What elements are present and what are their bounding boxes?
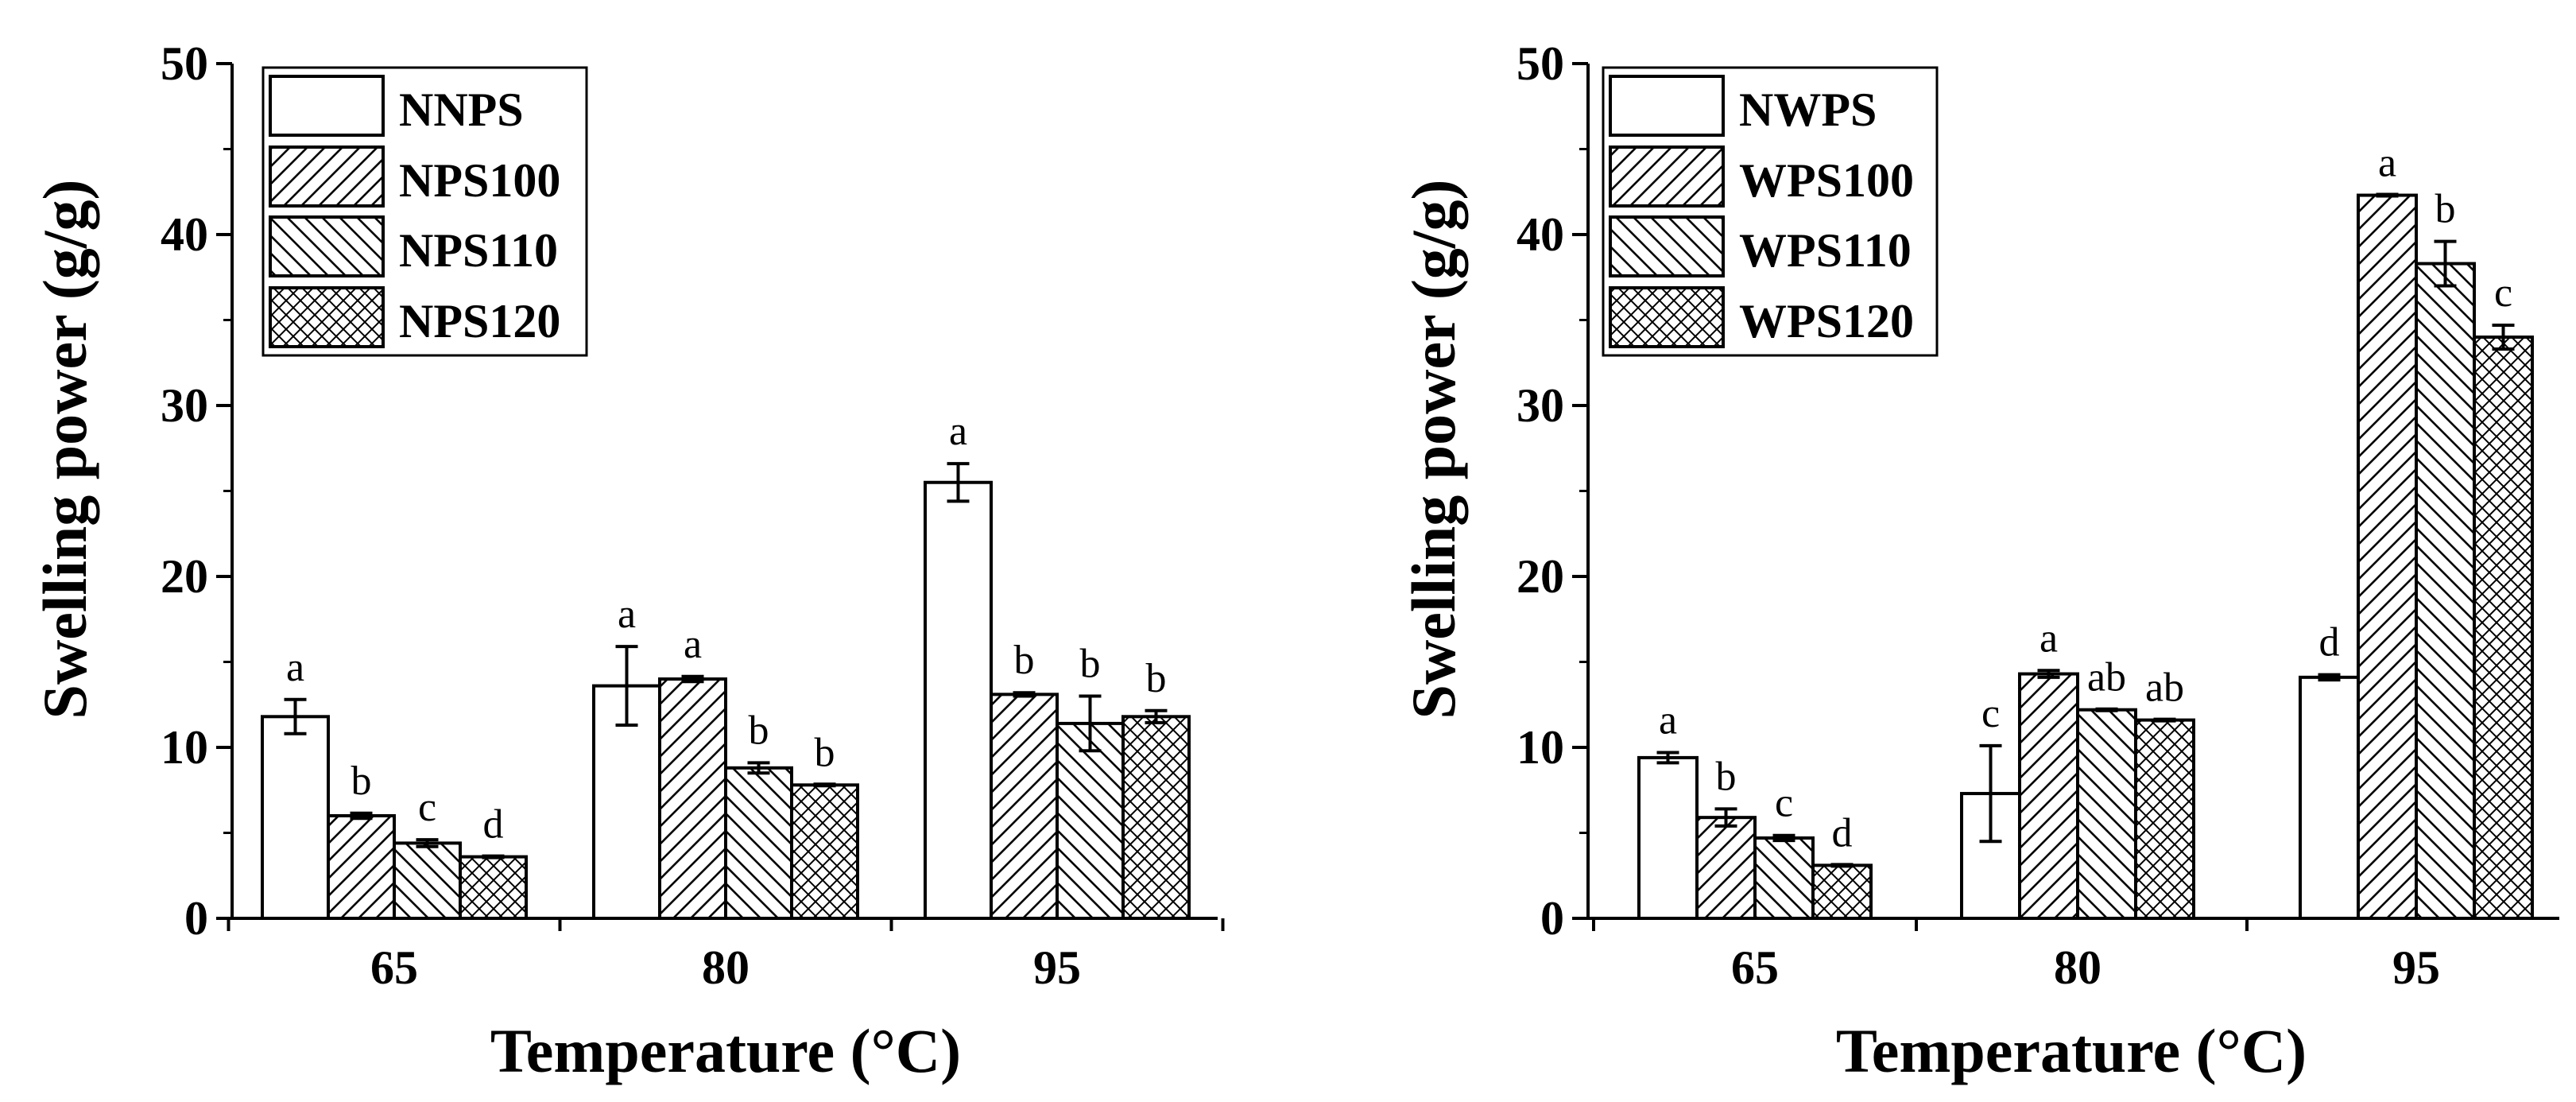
left-significance-label: a bbox=[286, 645, 304, 690]
right-bar-WPS100-80 bbox=[2018, 672, 2079, 920]
left-bar-NNPS-95 bbox=[924, 480, 993, 920]
left-legend-label-4: NPS120 bbox=[399, 295, 560, 347]
left-bar-NPS120-65 bbox=[459, 855, 528, 920]
left-y-tick-label: 50 bbox=[161, 37, 208, 90]
right-significance-label: c bbox=[1981, 691, 2000, 736]
left-y-tick-label: 0 bbox=[184, 892, 208, 945]
left-significance-label: a bbox=[684, 622, 702, 667]
left-bar-NPS100-65 bbox=[327, 814, 396, 920]
left-legend: NNPS NPS100 NPS110 NPS120 bbox=[261, 66, 588, 357]
right-y-tick-label: 40 bbox=[1517, 208, 1564, 261]
left-bar-NPS100-95 bbox=[990, 693, 1059, 920]
left-significance-label: a bbox=[949, 409, 967, 454]
right-significance-label: d bbox=[2319, 620, 2340, 665]
right-legend: NWPS WPS100 WPS110 WPS120 bbox=[1602, 66, 1939, 357]
right-x-tick-label: 95 bbox=[2392, 941, 2440, 994]
right-significance-label: c bbox=[1775, 781, 1793, 826]
right-bar-WPS100-95 bbox=[2357, 193, 2418, 921]
left-bar-NPS120-95 bbox=[1121, 715, 1191, 920]
right-bar-WPS110-95 bbox=[2415, 262, 2476, 920]
left-significance-label: b bbox=[1146, 656, 1167, 701]
right-x-tick-label: 65 bbox=[1731, 941, 1779, 994]
left-legend-label-3: NPS110 bbox=[399, 224, 558, 277]
left-x-tick-label: 65 bbox=[370, 941, 418, 994]
right-bar-WPS120-65 bbox=[1811, 863, 1873, 920]
right-significance-label: b bbox=[1716, 754, 1737, 799]
right-significance-label: a bbox=[2039, 615, 2058, 661]
right-significance-label: a bbox=[2378, 141, 2396, 186]
right-bar-WPS110-80 bbox=[2076, 708, 2137, 920]
left-significance-label: b bbox=[1080, 642, 1101, 687]
right-significance-label: ab bbox=[2087, 655, 2126, 700]
right-legend-swatch-WPS120 bbox=[1609, 286, 1725, 348]
right-bar-WPS100-65 bbox=[1695, 816, 1757, 921]
right-bar-WPS120-95 bbox=[2473, 336, 2534, 920]
right-bar-WPS120-80 bbox=[2134, 718, 2195, 920]
right-legend-label-2: WPS100 bbox=[1739, 154, 1914, 207]
right-legend-swatch-NWPS bbox=[1609, 75, 1725, 137]
left-x-axis-title: Temperature (°C) bbox=[490, 1016, 961, 1085]
left-significance-label: b bbox=[749, 708, 769, 753]
right-bar-WPS110-65 bbox=[1753, 836, 1815, 920]
right-legend-swatch-WPS100 bbox=[1609, 146, 1725, 208]
left-y-tick-label: 40 bbox=[161, 208, 208, 261]
left-legend-label-1: NNPS bbox=[399, 83, 524, 136]
left-legend-frame bbox=[261, 66, 588, 357]
right-y-axis-title: Swelling power (g/g) bbox=[1399, 180, 1468, 720]
right-y-tick-label: 30 bbox=[1517, 379, 1564, 432]
right-significance-label: d bbox=[1832, 810, 1853, 856]
right-legend-swatch-WPS110 bbox=[1609, 215, 1725, 277]
right-legend-label-4: WPS120 bbox=[1739, 295, 1914, 347]
right-y-tick-label: 50 bbox=[1517, 37, 1564, 90]
right-significance-label: ab bbox=[2145, 665, 2184, 711]
right-y-tick-label: 0 bbox=[1540, 892, 1564, 945]
left-legend-swatch-NPS100 bbox=[269, 146, 385, 208]
right-legend-label-1: NWPS bbox=[1739, 83, 1877, 136]
left-bar-NPS110-80 bbox=[724, 766, 793, 920]
left-legend-swatches bbox=[269, 75, 385, 348]
left-significance-label: c bbox=[418, 785, 436, 830]
right-significance-label: b bbox=[2435, 187, 2456, 232]
left-significance-label: b bbox=[815, 730, 835, 775]
right-y-tick-label: 10 bbox=[1517, 721, 1564, 774]
left-bar-NNPS-65 bbox=[261, 715, 330, 920]
right-significance-label: c bbox=[2494, 270, 2512, 316]
right-significance-label: a bbox=[1659, 697, 1677, 743]
left-legend-swatch-NPS110 bbox=[269, 215, 385, 277]
left-legend-swatch-NNPS bbox=[269, 75, 385, 137]
right-bar-NWPS-95 bbox=[2299, 675, 2360, 920]
left-bar-NPS110-95 bbox=[1056, 721, 1125, 921]
right-legend-frame bbox=[1602, 66, 1939, 357]
left-y-axis-title: Swelling power (g/g) bbox=[30, 180, 99, 720]
left-significance-label: a bbox=[618, 592, 636, 637]
left-bar-NPS100-80 bbox=[658, 677, 727, 920]
left-significance-label: b bbox=[1014, 638, 1035, 683]
right-x-tick-label: 80 bbox=[2054, 941, 2101, 994]
right-y-tick-label: 20 bbox=[1517, 550, 1564, 603]
left-y-tick-label: 20 bbox=[161, 550, 208, 603]
left-y-tick-label: 10 bbox=[161, 721, 208, 774]
left-bar-NPS110-65 bbox=[393, 841, 462, 921]
left-legend-swatch-NPS120 bbox=[269, 286, 385, 348]
left-x-tick-label: 95 bbox=[1033, 941, 1081, 994]
left-bar-NPS120-80 bbox=[790, 783, 859, 920]
left-x-tick-label: 80 bbox=[702, 941, 750, 994]
right-legend-label-3: WPS110 bbox=[1739, 224, 1912, 277]
left-significance-label: d bbox=[483, 802, 504, 848]
left-significance-label: b bbox=[351, 759, 372, 804]
left-legend-label-2: NPS100 bbox=[399, 154, 560, 207]
right-legend-swatches bbox=[1609, 75, 1725, 348]
right-x-axis-title: Temperature (°C) bbox=[1836, 1016, 2307, 1085]
left-y-tick-label: 30 bbox=[161, 379, 208, 432]
right-bar-NWPS-65 bbox=[1637, 755, 1699, 921]
